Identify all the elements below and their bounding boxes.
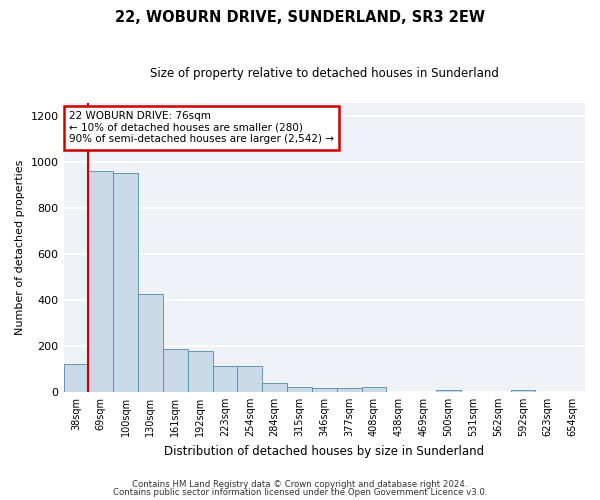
X-axis label: Distribution of detached houses by size in Sunderland: Distribution of detached houses by size … <box>164 444 484 458</box>
Y-axis label: Number of detached properties: Number of detached properties <box>15 160 25 335</box>
Bar <box>113 172 138 392</box>
Bar <box>163 350 188 392</box>
Bar <box>64 364 88 392</box>
Text: Contains HM Land Registry data © Crown copyright and database right 2024.: Contains HM Land Registry data © Crown c… <box>132 480 468 489</box>
Bar <box>362 388 386 392</box>
Bar <box>262 382 287 392</box>
Bar <box>138 294 163 392</box>
Title: Size of property relative to detached houses in Sunderland: Size of property relative to detached ho… <box>150 68 499 80</box>
Text: Contains public sector information licensed under the Open Government Licence v3: Contains public sector information licen… <box>113 488 487 497</box>
Bar <box>212 366 238 392</box>
Bar <box>188 350 212 392</box>
Bar <box>312 388 337 392</box>
Bar <box>511 390 535 392</box>
Bar <box>436 390 461 392</box>
Text: 22, WOBURN DRIVE, SUNDERLAND, SR3 2EW: 22, WOBURN DRIVE, SUNDERLAND, SR3 2EW <box>115 10 485 25</box>
Bar <box>287 388 312 392</box>
Text: 22 WOBURN DRIVE: 76sqm
← 10% of detached houses are smaller (280)
90% of semi-de: 22 WOBURN DRIVE: 76sqm ← 10% of detached… <box>69 111 334 144</box>
Bar <box>337 388 362 392</box>
Bar <box>238 366 262 392</box>
Bar <box>88 172 113 392</box>
